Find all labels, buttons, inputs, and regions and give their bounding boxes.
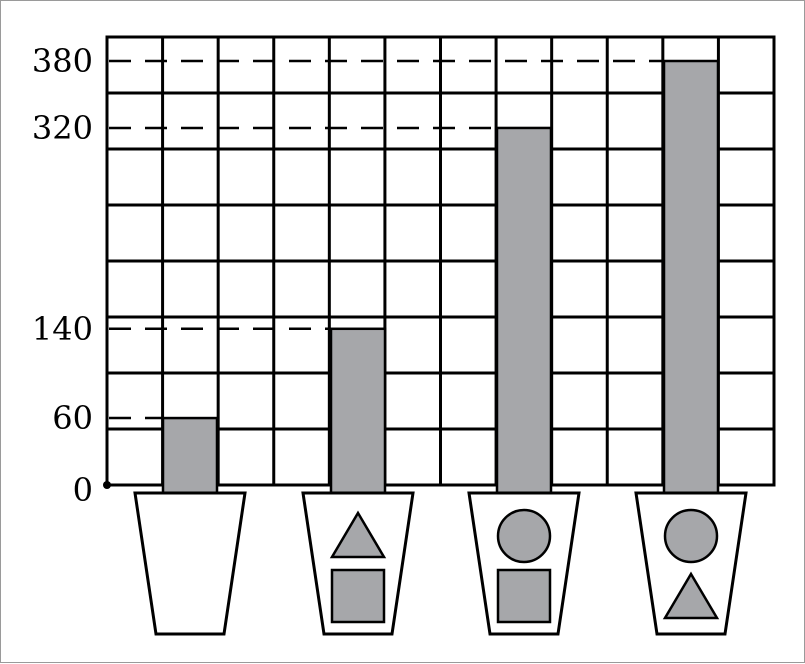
- y-tick-label: 60: [52, 399, 93, 437]
- bar-cup-circle-triangle: [662, 59, 720, 495]
- cup-4: [634, 491, 748, 636]
- cup-2: [301, 491, 415, 636]
- y-tick-label: 140: [32, 310, 93, 348]
- y-tick-label: 0: [73, 471, 93, 509]
- square-shape: [496, 568, 552, 624]
- triangle-shape: [329, 510, 387, 559]
- bar-cup-empty: [161, 416, 219, 495]
- bar-cup-triangle-square: [329, 327, 387, 495]
- cup-1: [133, 491, 247, 636]
- y-tick-label: 380: [32, 42, 93, 80]
- circle-shape: [663, 508, 719, 564]
- circle-shape: [496, 508, 552, 564]
- triangle-shape: [662, 571, 720, 620]
- square-shape: [330, 568, 386, 624]
- y-tick-label: 320: [32, 109, 93, 147]
- bar-cup-circle-square: [495, 126, 553, 495]
- cup-3: [467, 491, 581, 636]
- origin-dot: [103, 481, 111, 489]
